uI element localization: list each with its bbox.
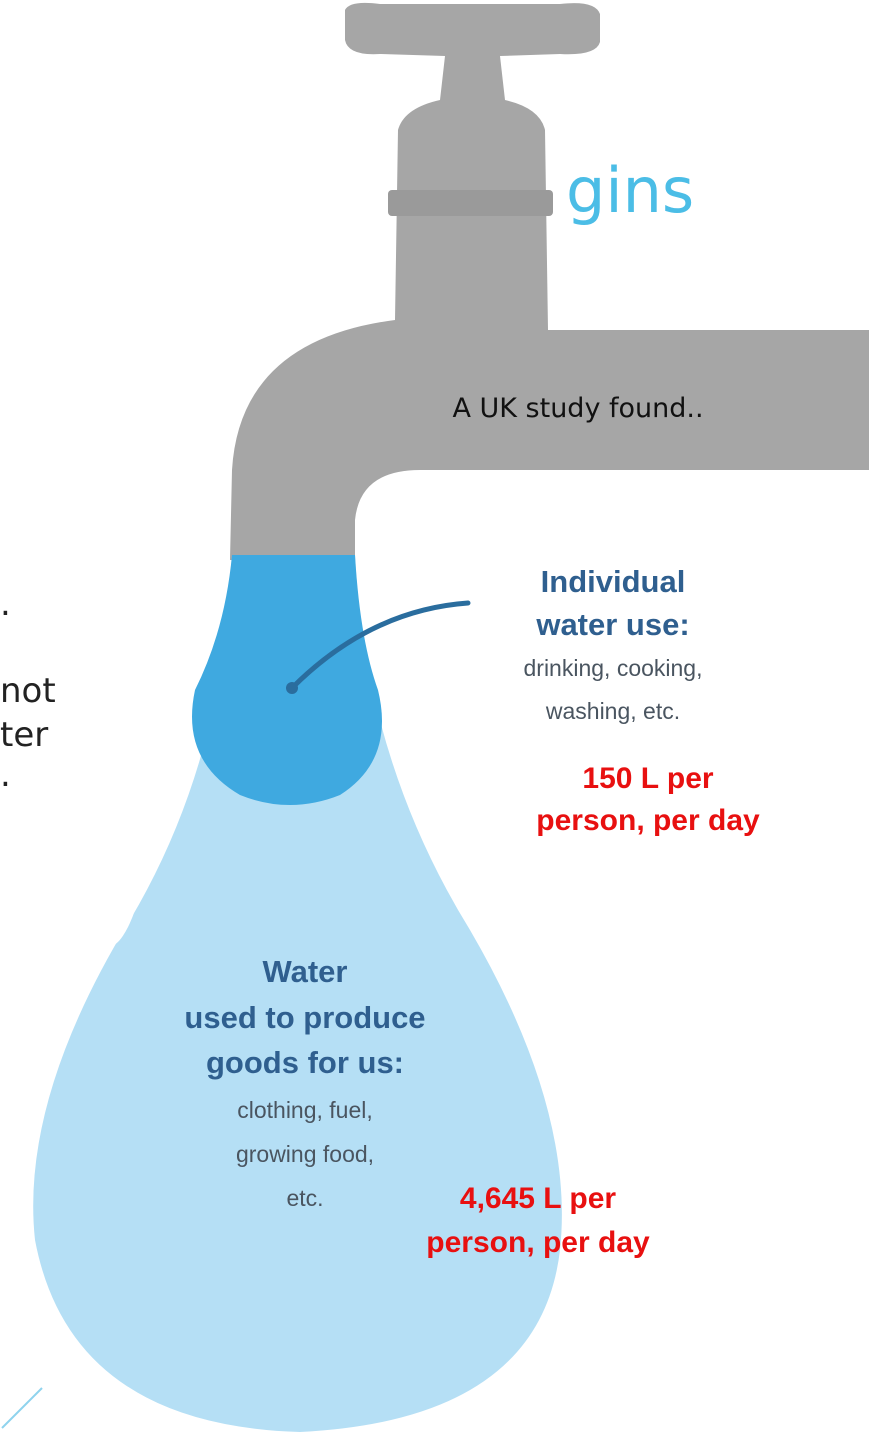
heading-line: used to produce <box>184 1000 425 1035</box>
amount-line: 150 L per <box>582 762 714 795</box>
tap <box>230 2 869 561</box>
tap-body <box>230 2 869 561</box>
examples-line: growing food, <box>236 1141 374 1167</box>
text-fragment: . <box>0 755 11 795</box>
examples-line: clothing, fuel, <box>237 1097 373 1123</box>
heading-line: Water <box>263 954 348 989</box>
decor-line <box>1 1387 43 1429</box>
examples-line: washing, etc. <box>545 698 680 724</box>
drop-highlight <box>106 864 142 946</box>
amount-line: 4,645 L per <box>460 1182 617 1215</box>
amount-line: person, per day <box>536 804 760 837</box>
large-drop <box>33 555 562 1432</box>
slide-title: gins <box>566 154 694 227</box>
individual-block: Individual water use: drinking, cooking,… <box>524 564 761 837</box>
examples-line: etc. <box>286 1185 323 1211</box>
goods-block: Water used to produce goods for us: clot… <box>184 954 650 1259</box>
pointer-dot <box>286 682 298 694</box>
pointer-line <box>289 600 471 691</box>
heading-line: goods for us: <box>206 1045 404 1080</box>
examples-line: drinking, cooking, <box>524 655 703 681</box>
tap-ring <box>388 190 553 216</box>
heading-line: water use: <box>535 607 689 642</box>
text-fragment: . <box>0 584 11 624</box>
heading-line: Individual <box>541 564 686 599</box>
amount-line: person, per day <box>426 1226 650 1259</box>
intro-text: A UK study found.. <box>452 393 703 424</box>
text-fragment: not <box>0 671 56 711</box>
small-drop <box>192 555 383 805</box>
text-fragment: ter <box>0 715 48 755</box>
